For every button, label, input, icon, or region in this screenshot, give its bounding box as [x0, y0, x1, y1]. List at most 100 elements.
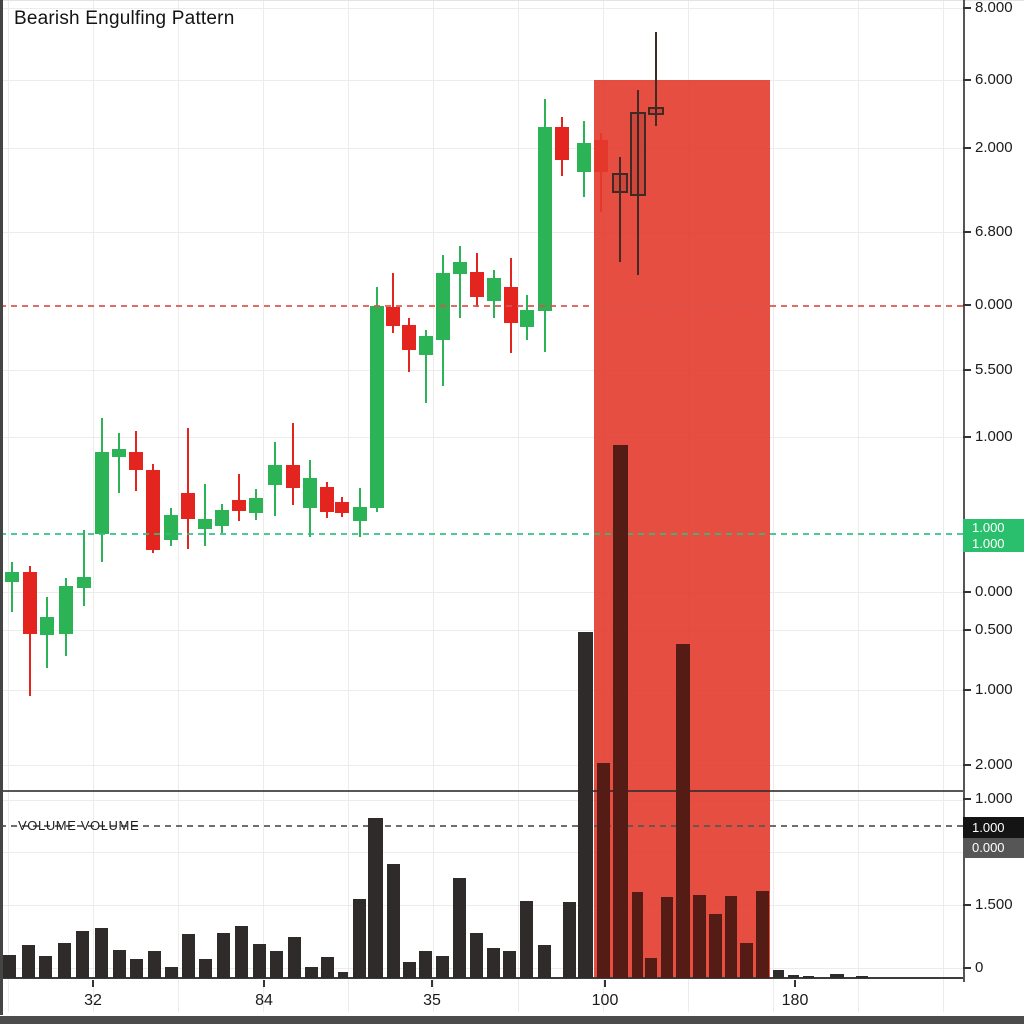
volume-baseline [0, 977, 963, 979]
candle-body [77, 577, 91, 588]
axis-tick [963, 904, 971, 906]
volume-bar [39, 956, 52, 978]
volume-bar [436, 956, 449, 978]
candle-body [470, 272, 484, 297]
volume-bar [756, 891, 769, 978]
x-axis-tick [431, 980, 433, 987]
grid-line-vertical [773, 0, 774, 1012]
volume-bar [645, 958, 657, 978]
volume-bar [632, 892, 643, 978]
engulfing-candle-wick [655, 32, 657, 126]
candle-body [59, 586, 73, 634]
candle-body [555, 127, 569, 160]
candle-body [40, 617, 54, 635]
axis-tick [963, 591, 971, 593]
price-axis-label: 0.000 [975, 583, 1013, 600]
candle-body [112, 449, 126, 457]
support-dashed-line [0, 533, 963, 535]
price-axis-label: 1.500 [975, 896, 1013, 913]
grid-line-horizontal [0, 148, 963, 149]
volume-bar [95, 928, 108, 978]
grid-line-horizontal [0, 905, 963, 906]
volume-bar [58, 943, 71, 978]
candle-wick [83, 530, 85, 606]
candle-wick [187, 428, 189, 549]
volume-dashed-line [0, 825, 963, 827]
volume-bar [613, 445, 628, 978]
axis-tick [963, 436, 971, 438]
volume-bar [199, 959, 212, 978]
volume-bar [597, 763, 610, 978]
axis-tick [963, 798, 971, 800]
axis-tick [963, 689, 971, 691]
volume-bar [321, 957, 334, 978]
volume-bar [305, 967, 318, 978]
candle-wick [118, 433, 120, 493]
volume-bar [165, 967, 178, 978]
grid-line-vertical [93, 0, 94, 1012]
price-axis-label: 0.000 [975, 296, 1013, 313]
grid-line-vertical [858, 0, 859, 1012]
candle-body [487, 278, 501, 301]
candle-body [520, 310, 534, 327]
candle-body [577, 143, 591, 172]
volume-bar [740, 943, 753, 978]
candle-wick [459, 246, 461, 318]
axis-tick [963, 147, 971, 149]
candle-body [5, 572, 19, 582]
grid-line-horizontal [0, 232, 963, 233]
price-axis-label: 6.800 [975, 223, 1013, 240]
x-axis-label: 100 [591, 992, 619, 1009]
volume-bar [830, 974, 844, 978]
candle-body [181, 493, 195, 519]
volume-bar [676, 644, 690, 978]
x-axis-tick [92, 980, 94, 987]
price-axis-label: 1.000 [975, 428, 1013, 445]
bottom-border [0, 1016, 1024, 1024]
volume-bar [217, 933, 230, 978]
volume-bar [578, 632, 593, 978]
axis-tick [963, 7, 971, 9]
grid-line-horizontal [0, 437, 963, 438]
grid-line-horizontal [0, 592, 963, 593]
price-axis-label: 8.000 [975, 0, 1013, 16]
volume-bar [368, 818, 383, 978]
top-border [0, 0, 1024, 1]
volume-bar [788, 975, 799, 978]
volume-bar [3, 955, 16, 978]
grid-line-horizontal [0, 8, 963, 9]
candle-body [286, 465, 300, 488]
candle-body [320, 487, 334, 512]
x-axis-tick [794, 980, 796, 987]
grid-line-vertical [433, 0, 434, 1012]
price-axis-label: 5.500 [975, 361, 1013, 378]
candle-body [370, 306, 384, 508]
candle-body [95, 452, 109, 534]
axis-tick [963, 629, 971, 631]
badge-label: 1.000 [972, 819, 1005, 835]
volume-bar [773, 970, 784, 978]
price-axis-badge: 1.000 [963, 817, 1024, 838]
grid-line-horizontal [0, 800, 963, 801]
price-axis-label: 1.000 [975, 681, 1013, 698]
engulfing-candle-body [630, 112, 646, 196]
x-axis-label: 32 [84, 992, 102, 1009]
grid-line-vertical [518, 0, 519, 1012]
badge-label: 0.000 [972, 840, 1005, 855]
engulfing-candle-wick [619, 157, 621, 262]
candle-body [353, 507, 367, 521]
volume-bar [113, 950, 126, 978]
price-axis-label: 0.500 [975, 621, 1013, 638]
engulfing-candle-body [612, 173, 628, 193]
volume-bar [856, 976, 868, 978]
candle-body [198, 519, 212, 529]
x-axis-tick [263, 980, 265, 987]
candle-wick [238, 474, 240, 521]
volume-bar [22, 945, 35, 978]
volume-bar [403, 962, 416, 978]
price-axis-label: 2.000 [975, 139, 1013, 156]
volume-bar [503, 951, 516, 978]
grid-line-vertical [943, 0, 944, 1012]
candle-body [23, 572, 37, 634]
